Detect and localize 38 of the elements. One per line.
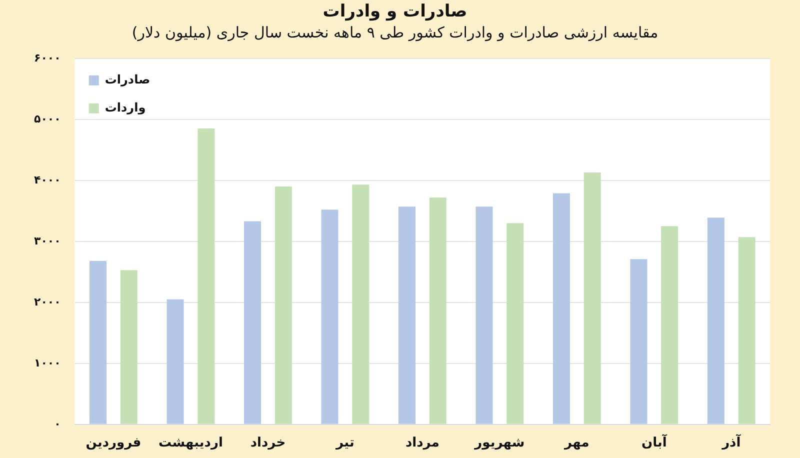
x-tick-label: تیر: [335, 436, 354, 451]
bar: [166, 299, 184, 424]
legend-label: واردات: [104, 100, 146, 115]
x-tick-label: خرداد: [250, 436, 286, 451]
y-tick-label: ۳۰۰۰: [34, 234, 61, 248]
bar: [198, 128, 215, 424]
chart-title: صادرات و وادرات: [322, 2, 468, 22]
x-tick-label: آذر: [721, 434, 742, 451]
bar: [552, 193, 570, 424]
bar: [274, 186, 292, 424]
bar: [738, 237, 756, 424]
bar: [398, 206, 416, 424]
bar: [90, 260, 107, 424]
y-tick-label: ۶۰۰۰: [34, 51, 61, 64]
bar: [321, 210, 338, 424]
bar: [630, 259, 648, 424]
y-tick-label: ۲۰۰۰: [34, 295, 61, 308]
x-tick-label: مرداد: [405, 436, 440, 451]
bar: [707, 218, 724, 424]
x-tick-label: فروردین: [86, 436, 142, 451]
bar: [506, 223, 524, 424]
x-tick-label: شهریور: [474, 436, 525, 451]
x-tick-label: آبان: [641, 434, 668, 451]
chart-subtitle: مقایسه ارزشی صادرات و وادرات کشور طی ۹ ماهه نخست سال جاری (میلیون دلار): [132, 23, 658, 42]
bar: [661, 226, 678, 424]
bar: [476, 206, 493, 424]
legend-label: صادرات: [104, 72, 150, 87]
y-tick-label: ۴۰۰۰: [34, 173, 61, 186]
x-tick-label: اردیبهشت: [158, 436, 223, 451]
y-tick-label: ۰: [54, 417, 61, 430]
y-tick-label: ۱۰۰۰: [34, 356, 61, 370]
x-tick-label: مهر: [564, 436, 590, 451]
y-tick-label: ۵۰۰۰: [34, 112, 61, 126]
bar: [352, 184, 370, 424]
bar: [244, 221, 261, 424]
bar: [120, 270, 138, 424]
bar: [584, 172, 601, 424]
bar: [429, 197, 446, 424]
